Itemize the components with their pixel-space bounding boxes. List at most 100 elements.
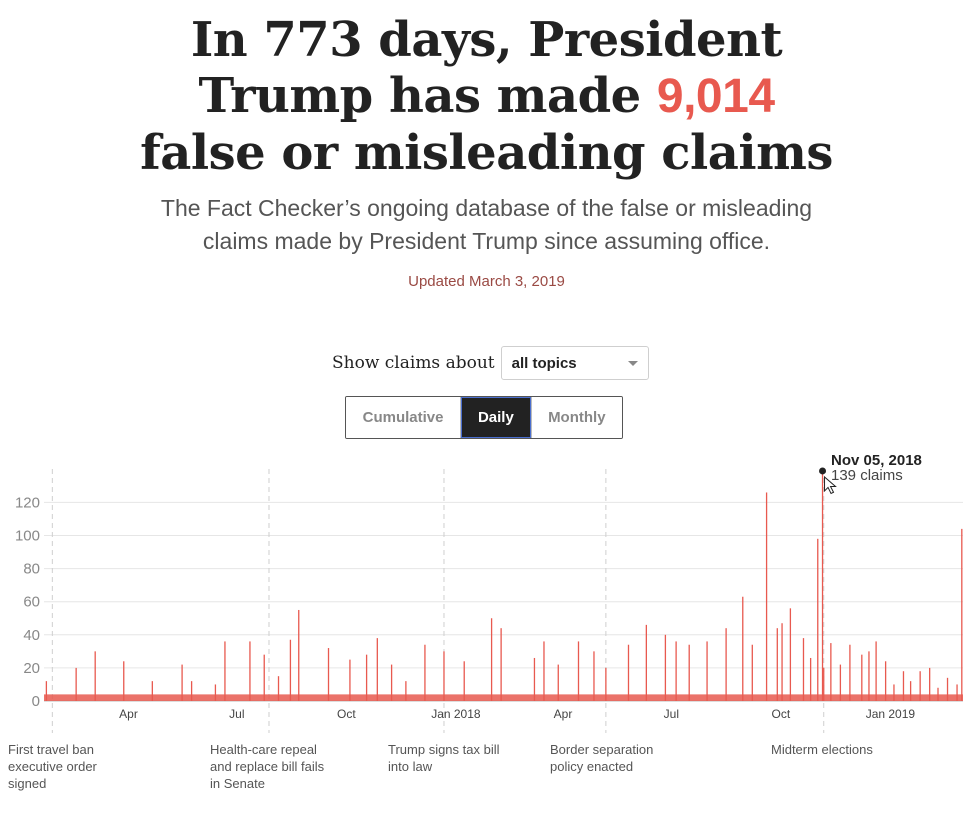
bar: [94, 651, 96, 701]
x-tick-label: Oct: [772, 707, 791, 721]
y-tick-label: 0: [32, 693, 40, 710]
bar: [946, 677, 949, 701]
bar: [181, 664, 183, 701]
bar: [490, 618, 493, 701]
bar: [365, 654, 368, 701]
event-3-line-1: Trump signs tax bill: [388, 742, 500, 757]
bar: [75, 667, 77, 701]
bar: [688, 644, 690, 701]
bar: [390, 664, 393, 701]
bar: [929, 667, 931, 701]
event-4-line-1: Border separation: [550, 742, 654, 757]
x-tick-label: Apr: [554, 707, 573, 721]
bar: [802, 638, 805, 701]
bar: [443, 651, 445, 701]
bar: [861, 654, 863, 701]
event-3-line-2: into law: [388, 759, 433, 774]
bar: [809, 657, 812, 701]
bar: [214, 684, 217, 701]
bar: [45, 681, 48, 701]
bar: [823, 667, 825, 701]
y-tick-label: 120: [15, 494, 40, 511]
event-1-line-3: signed: [8, 776, 47, 791]
bar: [645, 624, 647, 701]
bar: [500, 628, 502, 701]
bar: [327, 648, 330, 701]
bar: [605, 667, 607, 701]
bar: [849, 644, 851, 701]
event-annotation-3: Trump signs tax bill into law: [388, 741, 500, 775]
bar: [151, 681, 153, 701]
bar: [543, 641, 545, 701]
bar: [263, 654, 265, 701]
event-annotation-2: Health-care repeal and replace bill fail…: [210, 741, 324, 792]
baseline-activity-band: [44, 694, 963, 701]
y-tick-label: 60: [23, 594, 40, 611]
x-tick-label: Jan 2018: [431, 707, 481, 721]
tooltip-value: 139 claims: [831, 467, 903, 484]
bar: [961, 528, 963, 701]
bar: [277, 676, 280, 701]
y-tick-label: 20: [23, 660, 40, 677]
event-2-line-2: and replace bill fails: [210, 759, 325, 774]
bar: [781, 623, 783, 701]
x-tick-label: Jul: [664, 707, 679, 721]
bar: [956, 684, 958, 701]
chevron-down-icon: [627, 361, 638, 366]
x-tick-label: Oct: [337, 707, 356, 721]
event-4-line-2: policy enacted: [550, 759, 634, 774]
topic-select[interactable]: all topics: [500, 346, 649, 380]
bar: [830, 643, 832, 701]
bar: [190, 681, 193, 701]
y-tick-label: 40: [23, 627, 40, 644]
bar: [249, 641, 251, 701]
headline-line-2-text: Trump has made: [198, 68, 657, 124]
event-2-line-1: Health-care repeal: [210, 742, 317, 757]
bar: [902, 671, 905, 701]
bar: [937, 687, 939, 701]
updated-date: Updated March 3, 2019: [408, 273, 565, 290]
bar: [349, 659, 351, 701]
cumulative-button[interactable]: Cumulative: [346, 397, 462, 438]
topic-select-value: all topics: [511, 354, 577, 372]
bar: [376, 638, 378, 701]
monthly-button[interactable]: Monthly: [530, 397, 622, 438]
bar: [627, 644, 630, 701]
y-tick-label: 80: [23, 561, 40, 578]
cursor-arrow-icon: [824, 475, 837, 495]
headline-line-1: In 773 days, President: [190, 12, 783, 68]
daily-claims-chart: 0 20 40 60 80 100 120 Apr Jul Oct Jan 2018 Apr Jul Oc…: [15, 452, 963, 733]
subheadline-line-1: The Fact Checker’s ongoing database of t…: [160, 195, 813, 221]
bar: [533, 657, 536, 701]
bar: [789, 608, 792, 701]
event-annotation-4: Border separation policy enacted: [550, 741, 653, 775]
daily-button[interactable]: Daily: [461, 397, 531, 438]
event-2-line-3: in Senate: [210, 776, 265, 791]
topic-filter-label: Show claims about: [332, 353, 495, 373]
bar: [664, 634, 667, 701]
bar: [298, 609, 300, 701]
event-annotation-1: First travel ban executive order signed: [8, 741, 97, 792]
bar: [742, 596, 744, 701]
bar: [893, 684, 895, 701]
highlight-point: [819, 467, 827, 475]
bar: [424, 644, 426, 701]
bar: [577, 641, 580, 701]
bar: [224, 641, 226, 701]
bar: [405, 681, 407, 701]
bar: [706, 641, 708, 701]
x-tick-label: Jul: [229, 707, 244, 721]
subheadline-line-2: claims made by President Trump since ass…: [202, 228, 771, 254]
bar: [289, 639, 292, 701]
bar: [875, 641, 877, 701]
bar: [725, 628, 727, 701]
bar: [123, 661, 125, 701]
headline-line-3: false or misleading claims: [140, 125, 833, 181]
bar: [463, 661, 465, 701]
bar: [751, 644, 753, 701]
bar: [821, 470, 824, 701]
topic-filter: Show claims about all topics: [332, 345, 649, 381]
x-tick-label: Jan 2019: [866, 707, 916, 721]
bar: [884, 661, 887, 701]
x-tick-label: Apr: [119, 707, 138, 721]
